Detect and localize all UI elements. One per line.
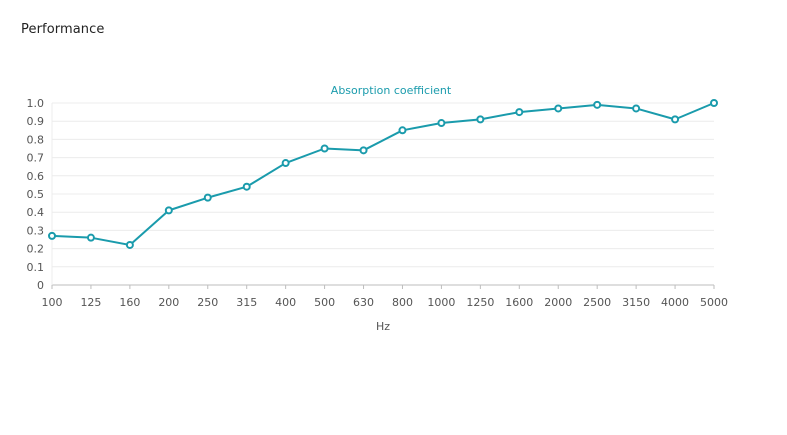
- x-tick-label: 4000: [661, 296, 689, 309]
- y-tick-label: 0: [37, 279, 44, 292]
- y-tick-label: 1.0: [27, 97, 45, 110]
- y-tick-label: 0.1: [27, 261, 45, 274]
- y-tick-label: 0.4: [27, 206, 45, 219]
- data-point[interactable]: [476, 115, 485, 124]
- data-point[interactable]: [164, 206, 173, 215]
- data-point[interactable]: [554, 104, 563, 113]
- grid-lines: [52, 102, 714, 268]
- series-label: Absorption coefficient: [331, 84, 452, 97]
- y-tick-label: 0.9: [27, 115, 45, 128]
- y-tick-label: 0.2: [27, 243, 45, 256]
- series-line: [51, 102, 715, 246]
- x-tick-label: 2500: [583, 296, 611, 309]
- x-tick-label: 100: [42, 296, 63, 309]
- data-point[interactable]: [710, 99, 718, 107]
- x-tick-label: 250: [197, 296, 218, 309]
- x-tick-label: 160: [119, 296, 140, 309]
- x-tick-label: 200: [158, 296, 179, 309]
- x-tick-label: 400: [275, 296, 296, 309]
- data-point[interactable]: [125, 240, 134, 249]
- y-tick-label: 0.7: [27, 152, 45, 165]
- x-axis-title: Hz: [376, 320, 390, 333]
- data-point[interactable]: [593, 100, 602, 109]
- y-tick-labels: 0 0.1 0.2 0.3 0.4 0.5 0.6 0.7 0.8 0.9 1.0: [27, 97, 45, 292]
- x-tick-labels: 100 125 160 200 250 315 400 500 630 800 1000 1250 16…: [42, 296, 729, 309]
- x-tick-label: 1000: [427, 296, 455, 309]
- x-tick-label: 630: [353, 296, 374, 309]
- x-tick-label: 2000: [544, 296, 572, 309]
- data-point[interactable]: [48, 231, 56, 240]
- y-tick-label: 0.6: [27, 170, 45, 183]
- data-point[interactable]: [515, 108, 524, 117]
- x-tick-label: 125: [80, 296, 101, 309]
- x-tick-label: 315: [236, 296, 257, 309]
- data-point[interactable]: [437, 119, 446, 128]
- data-point[interactable]: [281, 159, 290, 168]
- data-point[interactable]: [359, 146, 368, 155]
- y-tick-label: 0.5: [27, 188, 45, 201]
- data-series: [48, 99, 718, 249]
- x-tick-label: 5000: [700, 296, 728, 309]
- axes: [51, 103, 715, 289]
- x-tick-label: 500: [314, 296, 335, 309]
- data-point[interactable]: [86, 233, 95, 242]
- x-tick-label: 1600: [505, 296, 533, 309]
- data-point[interactable]: [671, 115, 680, 124]
- x-tick-label: 3150: [622, 296, 650, 309]
- y-tick-label: 0.3: [27, 224, 45, 237]
- page-title: Performance: [21, 22, 105, 37]
- data-point[interactable]: [242, 182, 251, 191]
- y-tick-label: 0.8: [27, 133, 45, 146]
- data-point[interactable]: [203, 193, 212, 202]
- data-point[interactable]: [398, 126, 407, 135]
- data-point[interactable]: [320, 144, 329, 153]
- x-tick-label: 800: [392, 296, 413, 309]
- data-point[interactable]: [632, 104, 641, 113]
- x-tick-label: 1250: [466, 296, 494, 309]
